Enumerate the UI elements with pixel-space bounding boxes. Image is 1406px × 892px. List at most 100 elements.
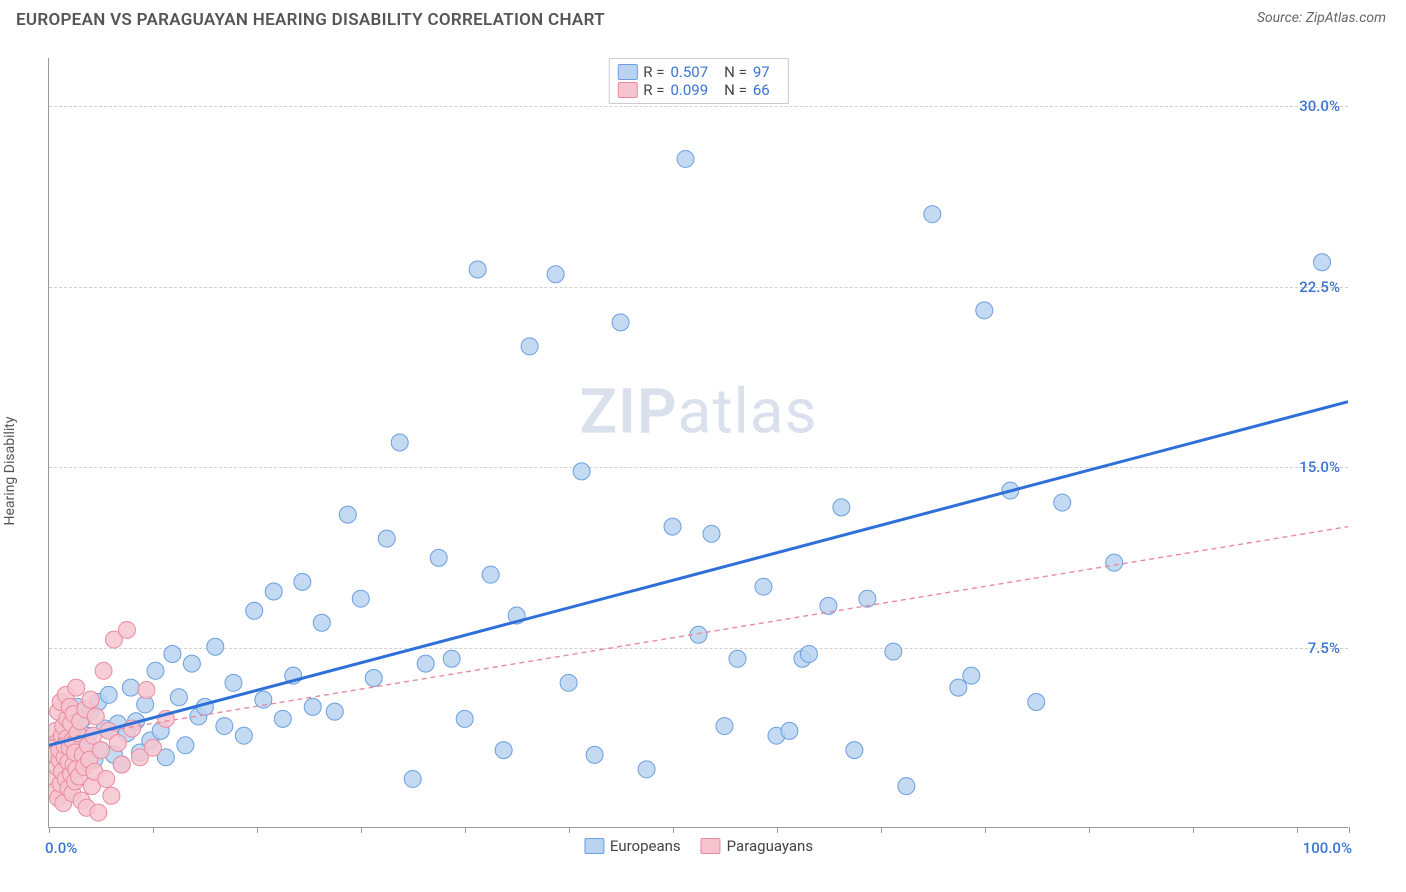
x-tick: [153, 827, 154, 833]
data-point: [1028, 694, 1045, 711]
data-point: [365, 670, 382, 687]
data-point: [404, 770, 421, 787]
data-point: [430, 549, 447, 566]
data-point: [677, 150, 694, 167]
x-tick: [465, 827, 466, 833]
x-tick: [881, 827, 882, 833]
x-tick: [1297, 827, 1298, 833]
scatter-svg: [49, 58, 1348, 827]
data-point: [924, 206, 941, 223]
chart-source: Source: ZipAtlas.com: [1257, 10, 1386, 26]
data-point: [144, 739, 161, 756]
data-point: [664, 518, 681, 535]
swatch-paraguayans: [617, 82, 637, 98]
data-point: [885, 643, 902, 660]
data-point: [547, 266, 564, 283]
r-value-europeans: 0.507: [670, 63, 708, 81]
regression-line: [49, 402, 1348, 746]
chart-container: Hearing Disability ZIPatlas R = 0.507 N …: [0, 38, 1406, 888]
data-point: [246, 602, 263, 619]
data-point: [800, 645, 817, 662]
n-label: N =: [724, 63, 747, 81]
data-point: [177, 737, 194, 754]
swatch-europeans: [617, 64, 637, 80]
n-value-paraguayans: 66: [753, 81, 770, 99]
data-point: [755, 578, 772, 595]
data-point: [950, 679, 967, 696]
data-point: [103, 787, 120, 804]
data-point: [859, 590, 876, 607]
data-point: [638, 761, 655, 778]
data-point: [87, 708, 104, 725]
x-tick: [1349, 827, 1350, 833]
data-point: [469, 261, 486, 278]
data-point: [164, 645, 181, 662]
data-point: [294, 573, 311, 590]
data-point: [98, 770, 115, 787]
data-point: [265, 583, 282, 600]
data-point: [183, 655, 200, 672]
data-point: [207, 638, 224, 655]
data-point: [82, 691, 99, 708]
data-point: [109, 734, 126, 751]
data-point: [521, 338, 538, 355]
data-point: [443, 650, 460, 667]
data-point: [898, 778, 915, 795]
x-axis-end-label: 100.0%: [1303, 839, 1352, 857]
data-point: [235, 727, 252, 744]
stats-row-paraguayans: R = 0.099 N = 66: [617, 81, 779, 99]
data-point: [138, 682, 155, 699]
r-label: R =: [643, 63, 664, 81]
data-point: [703, 525, 720, 542]
data-point: [92, 742, 109, 759]
data-point: [68, 679, 85, 696]
swatch-europeans: [584, 838, 604, 854]
data-point: [586, 746, 603, 763]
data-point: [304, 698, 321, 715]
data-point: [612, 314, 629, 331]
data-point: [482, 566, 499, 583]
data-point: [729, 650, 746, 667]
plot-area: ZIPatlas R = 0.507 N = 97 R = 0.099 N = …: [48, 58, 1348, 828]
legend-label-paraguayans: Paraguayans: [727, 837, 813, 855]
data-point: [976, 302, 993, 319]
data-point: [1054, 494, 1071, 511]
legend-label-europeans: Europeans: [610, 837, 681, 855]
data-point: [95, 662, 112, 679]
data-point: [716, 718, 733, 735]
data-point: [573, 463, 590, 480]
data-point: [147, 662, 164, 679]
stats-row-europeans: R = 0.507 N = 97: [617, 63, 779, 81]
data-point: [456, 710, 473, 727]
data-point: [352, 590, 369, 607]
data-point: [216, 718, 233, 735]
data-point: [833, 499, 850, 516]
x-tick: [569, 827, 570, 833]
legend-item-paraguayans: Paraguayans: [701, 837, 813, 855]
regression-line: [49, 527, 1348, 741]
chart-header: EUROPEAN VS PARAGUAYAN HEARING DISABILIT…: [0, 0, 1406, 38]
r-value-paraguayans: 0.099: [670, 81, 708, 99]
r-label: R =: [643, 81, 664, 99]
x-tick: [1193, 827, 1194, 833]
chart-title: EUROPEAN VS PARAGUAYAN HEARING DISABILIT…: [16, 10, 605, 30]
y-axis-title: Hearing Disability: [2, 417, 18, 526]
x-tick: [49, 827, 50, 833]
data-point: [417, 655, 434, 672]
n-label: N =: [724, 81, 747, 99]
x-tick: [985, 827, 986, 833]
data-point: [122, 679, 139, 696]
data-point: [560, 674, 577, 691]
data-point: [100, 686, 117, 703]
data-point: [846, 742, 863, 759]
legend-item-europeans: Europeans: [584, 837, 681, 855]
data-point: [495, 742, 512, 759]
data-point: [274, 710, 291, 727]
data-point: [781, 722, 798, 739]
x-tick: [257, 827, 258, 833]
data-point: [1106, 554, 1123, 571]
data-point: [90, 804, 107, 821]
data-point: [963, 667, 980, 684]
data-point: [326, 703, 343, 720]
x-tick: [361, 827, 362, 833]
